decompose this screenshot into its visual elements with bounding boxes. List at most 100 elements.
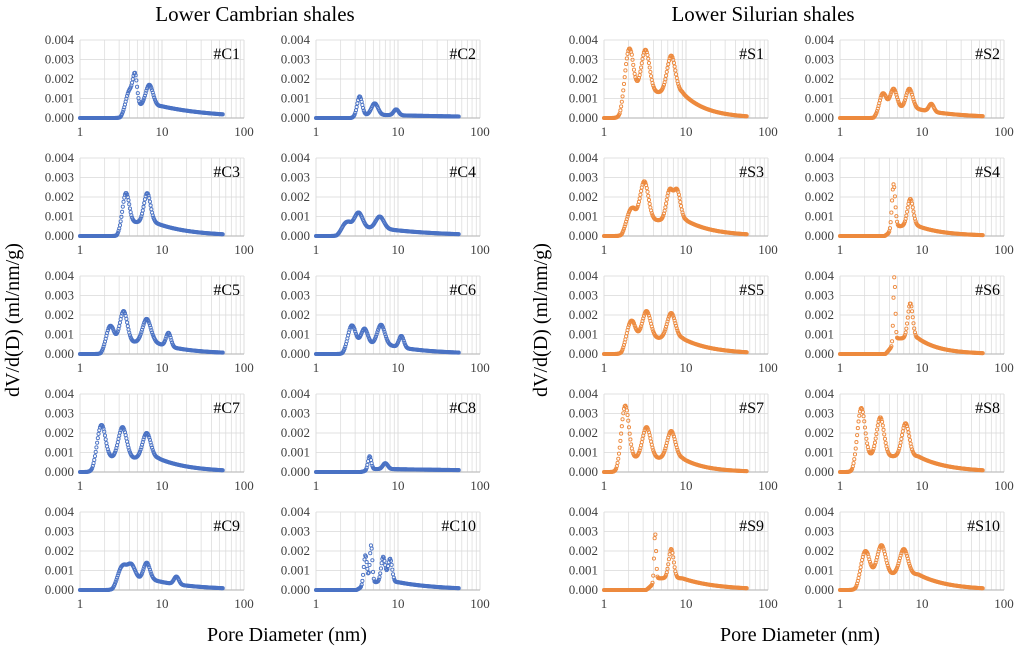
- panel-c1-y-tick-label: 0.001: [45, 91, 74, 106]
- panel-s4-y-tick-label: 0.004: [805, 150, 835, 165]
- data-point: [456, 114, 461, 119]
- data-point: [358, 584, 364, 589]
- data-point: [624, 408, 629, 413]
- panel-s4-y-tick-label: 0.000: [805, 228, 834, 243]
- panel-c9-y-tick-label: 0.003: [45, 524, 74, 539]
- data-point: [854, 440, 859, 445]
- data-point: [851, 461, 856, 466]
- data-point: [347, 327, 352, 332]
- panel-s3-points: [601, 179, 749, 239]
- data-point: [907, 434, 912, 439]
- data-point: [366, 333, 371, 338]
- panel-c10-points: [313, 543, 461, 593]
- data-point: [863, 431, 868, 436]
- data-point: [132, 70, 137, 75]
- panel-s7-points: [601, 403, 749, 475]
- data-point: [649, 582, 654, 587]
- data-point: [862, 425, 868, 430]
- panel-s4-x-tick-label: 1: [837, 242, 844, 257]
- data-point: [652, 536, 657, 541]
- data-point: [142, 95, 147, 101]
- data-point: [892, 88, 897, 93]
- panel-c6: 0.000 0.001 0.002 0.003 0.004 1 10 100 #C6: [281, 268, 490, 375]
- data-point: [654, 549, 659, 554]
- panel-c5-y-tick-label: 0.000: [45, 346, 74, 361]
- data-point: [361, 564, 366, 570]
- panel-c5: 0.000 0.001 0.002 0.003 0.004 1 10 100 #C5: [45, 268, 254, 375]
- data-point: [641, 313, 647, 318]
- data-point: [116, 436, 121, 441]
- data-point: [881, 546, 886, 551]
- panel-c1: 0.000 0.001 0.002 0.003 0.004 1 10 100 #C1: [45, 32, 254, 139]
- panel-c7-y-tick-label: 0.001: [45, 445, 74, 460]
- data-point: [913, 219, 918, 224]
- panel-c5-y-tick-label: 0.002: [45, 307, 74, 322]
- data-point: [456, 468, 461, 473]
- data-point: [857, 413, 862, 418]
- data-point: [361, 105, 366, 111]
- data-point: [649, 74, 654, 79]
- data-point: [625, 214, 630, 219]
- panel-s1-x-tick-label: 100: [758, 124, 778, 139]
- data-point: [636, 77, 641, 83]
- panel-c1-y-tick-label: 0.004: [45, 32, 75, 47]
- panel-c9-x-tick-label: 1: [77, 596, 84, 611]
- panel-s1-x-tick-label: 10: [680, 124, 693, 139]
- data-point: [628, 47, 633, 52]
- data-point: [671, 560, 676, 565]
- data-point: [893, 311, 898, 316]
- data-point: [649, 324, 654, 329]
- panel-c9-label: #C9: [213, 518, 240, 535]
- data-point: [906, 559, 911, 564]
- data-point: [127, 333, 132, 338]
- data-point: [141, 97, 146, 103]
- data-point: [666, 316, 671, 322]
- data-point: [875, 108, 880, 114]
- data-point: [908, 88, 913, 93]
- data-point: [149, 85, 154, 90]
- data-point: [115, 230, 120, 236]
- panel-s9-y-tick-label: 0.000: [569, 582, 598, 597]
- panel-s3: 0.000 0.001 0.002 0.003 0.004 1 10 100 #S3: [569, 150, 778, 257]
- panel-c1-points: [77, 70, 225, 121]
- data-point: [378, 566, 383, 571]
- data-point: [141, 437, 146, 442]
- data-point: [649, 439, 654, 444]
- panel-c4-y-tick-label: 0.003: [281, 170, 310, 185]
- panel-s3-x-tick-label: 100: [758, 242, 778, 257]
- data-point: [675, 187, 680, 192]
- data-point: [647, 201, 652, 206]
- panel-s5-y-tick-label: 0.001: [569, 327, 598, 342]
- data-point: [910, 447, 915, 452]
- data-point: [674, 326, 679, 331]
- panel-s6-x-tick-label: 100: [994, 360, 1014, 375]
- data-point: [662, 329, 667, 334]
- panel-s6-x-tick-label: 1: [837, 360, 844, 375]
- data-point: [852, 452, 858, 457]
- panel-s10-y-tick-label: 0.000: [805, 582, 834, 597]
- data-point: [370, 558, 375, 563]
- panel-c10-x-tick-label: 1: [313, 596, 320, 611]
- panel-c7-label: #C7: [213, 400, 240, 417]
- data-point: [912, 326, 917, 331]
- panel-c2-y-tick-label: 0.004: [281, 32, 311, 47]
- data-point: [617, 445, 622, 450]
- panel-c9-y-tick-label: 0.001: [45, 563, 74, 578]
- data-point: [858, 565, 863, 570]
- data-point: [125, 439, 130, 444]
- panel-c3-x-tick-label: 100: [234, 242, 254, 257]
- data-point: [144, 88, 149, 93]
- data-point: [650, 580, 655, 585]
- data-point: [646, 60, 652, 66]
- panel-s6-x-tick-label: 10: [916, 360, 929, 375]
- panel-c1-y-tick-label: 0.002: [45, 71, 74, 86]
- data-point: [878, 95, 883, 100]
- data-point: [456, 232, 461, 237]
- data-point: [367, 562, 372, 568]
- data-point: [905, 90, 910, 95]
- panel-c7-x-tick-label: 1: [77, 478, 84, 493]
- data-point: [910, 309, 915, 314]
- data-point: [661, 450, 666, 455]
- data-point: [856, 419, 861, 424]
- data-point: [872, 562, 878, 567]
